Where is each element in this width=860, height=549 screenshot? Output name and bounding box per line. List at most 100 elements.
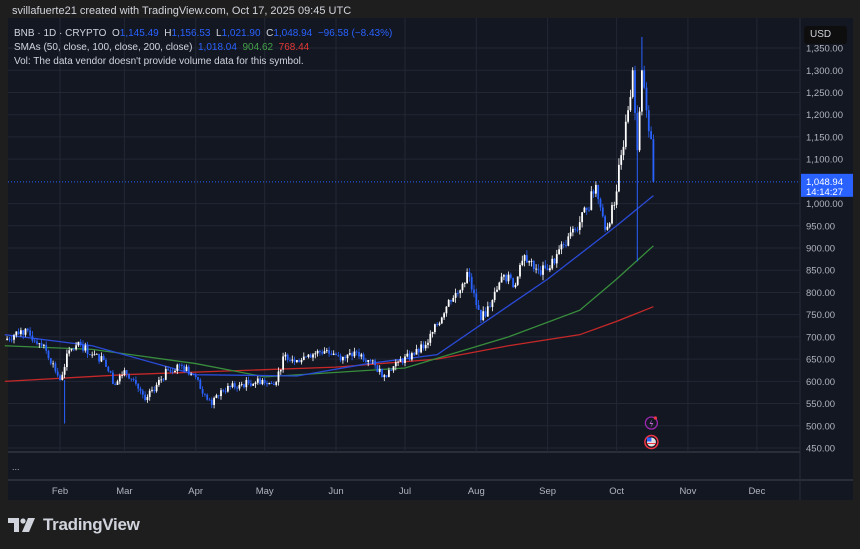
candle-body: [194, 375, 197, 378]
candle-body: [305, 356, 307, 358]
last-price-label: [801, 173, 853, 197]
candle-body: [139, 388, 142, 391]
candle-body: [342, 356, 344, 361]
candle-body: [91, 354, 94, 356]
candle-body: [440, 317, 443, 324]
candle-body: [608, 223, 611, 227]
candle-body: [516, 276, 519, 285]
close-value: 1,048.94: [273, 28, 313, 39]
candle-body: [624, 121, 627, 147]
pane-menu-button[interactable]: ...: [12, 462, 20, 472]
candle-body: [22, 330, 25, 335]
candle-body: [89, 354, 91, 355]
candle-body: [611, 205, 613, 224]
candle-body: [121, 375, 123, 377]
candle-body: [459, 290, 462, 294]
candle-body: [236, 387, 238, 389]
candle-body: [215, 395, 218, 398]
candle-body: [434, 324, 436, 333]
candle-body: [565, 244, 567, 246]
candle-body: [562, 244, 565, 246]
currency-button[interactable]: USD: [804, 26, 847, 44]
chart-credit: svillafuerte21 created with TradingView.…: [12, 5, 352, 17]
candle-body: [231, 383, 234, 387]
candle-body: [526, 255, 528, 263]
candle-body: [123, 370, 126, 376]
candle-body: [105, 360, 107, 367]
candle-body: [404, 356, 406, 363]
chart-background: [8, 18, 853, 500]
candle-body: [63, 367, 66, 375]
y-tick-label: 1,150.00: [806, 132, 843, 143]
y-tick-label: 1,100.00: [806, 155, 843, 166]
candle-body: [519, 264, 521, 277]
high-value: 1,156.53: [171, 28, 211, 39]
candle-body: [61, 374, 64, 381]
candle-body: [392, 366, 395, 371]
sma-legend[interactable]: SMAs (50, close, 100, close, 200, close)…: [14, 42, 310, 53]
candle-body: [162, 379, 165, 381]
candle-body: [606, 226, 609, 230]
candle-body: [128, 373, 130, 379]
candle-body: [233, 383, 236, 388]
candle-body: [31, 335, 34, 341]
candle-body: [381, 368, 383, 378]
candle-body: [629, 96, 632, 111]
symbol-label[interactable]: BNB · 1D · CRYPTO: [14, 28, 107, 39]
candle-body: [43, 344, 45, 346]
candle-body: [68, 350, 71, 354]
candle-body: [417, 348, 420, 353]
candle-body: [353, 351, 356, 357]
y-tick-label: 850.00: [806, 266, 835, 277]
candle-body: [47, 350, 50, 359]
candle-body: [601, 207, 604, 217]
candle-body: [507, 274, 510, 282]
x-tick-label: Jul: [399, 486, 411, 497]
candle-body: [484, 311, 487, 317]
candle-body: [634, 70, 636, 113]
candle-body: [220, 390, 222, 397]
candle-body: [355, 351, 358, 353]
candle-body: [137, 383, 140, 389]
candle-body: [208, 399, 211, 401]
candle-body: [279, 369, 282, 372]
candle-body: [641, 70, 643, 112]
sma50-value: 1,018.04: [197, 42, 237, 53]
candle-body: [489, 306, 491, 308]
candle-body: [10, 339, 13, 341]
candle-body: [431, 332, 434, 334]
candle-body: [201, 389, 204, 394]
candle-body: [643, 70, 646, 88]
candle-body: [365, 360, 367, 362]
candle-body: [411, 353, 413, 360]
candle-body: [155, 384, 158, 392]
candle-body: [332, 353, 335, 355]
candle-body: [631, 70, 634, 97]
candle-body: [289, 359, 291, 361]
candle-body: [93, 354, 96, 356]
x-tick-label: Nov: [679, 486, 696, 497]
candle-body: [358, 352, 360, 357]
candle-body: [521, 260, 524, 265]
candle-body: [77, 341, 80, 346]
candle-body: [473, 289, 475, 294]
candle-body: [466, 272, 468, 283]
candle-body: [650, 131, 652, 140]
candle-body: [135, 380, 137, 384]
x-tick-label: Feb: [52, 486, 68, 497]
candle-body: [266, 383, 268, 385]
candle-body: [330, 353, 333, 355]
y-tick-label: 750.00: [806, 310, 835, 321]
candle-body: [114, 383, 117, 385]
candle-body: [38, 343, 41, 345]
candle-body: [273, 384, 275, 385]
x-tick-label: May: [256, 486, 274, 497]
candle-body: [335, 353, 337, 356]
open-value: 1,145.49: [119, 28, 159, 39]
candle-body: [15, 331, 18, 336]
candle-body: [413, 353, 416, 355]
candle-body: [555, 254, 558, 264]
candle-body: [427, 342, 429, 345]
candle-body: [72, 348, 75, 350]
